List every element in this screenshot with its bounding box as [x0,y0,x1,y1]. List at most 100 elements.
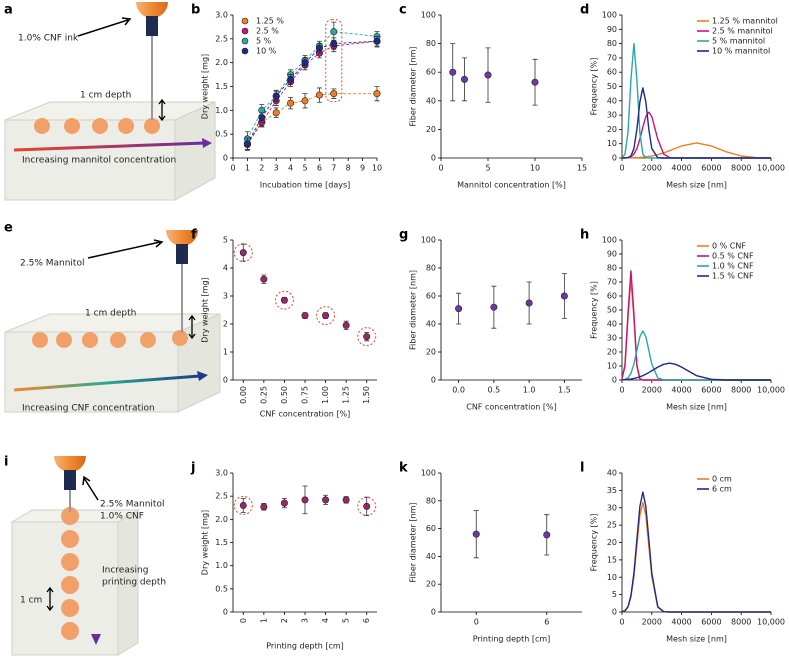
x-tick-label: 1.0 [523,386,536,395]
ink-dots [32,330,188,348]
y-tick-label: 80 [426,496,436,505]
y-tick-label: 3.0 [215,469,228,478]
y-tick-label: 2 [223,320,228,329]
x-tick-label: 0.75 [301,386,310,404]
panel-letter: l [580,461,584,476]
panel-letter: j [190,461,195,476]
ink-label: 2.5% Mannitol [100,500,164,510]
legend-label: 10 % [256,47,277,56]
y-tick-label: 3.0 [215,11,228,20]
y-tick-label: 1.5 [215,538,228,547]
data-point [531,78,539,86]
legend-label: 5 % [256,37,272,46]
data-point [363,502,371,510]
data-point [490,303,498,311]
x-tick-label: 1.5 [558,386,571,395]
gel-front [4,119,176,201]
panel-letter: b [191,3,200,18]
legend-label: 1.25 % [256,17,284,26]
y-tick-label: 0.5 [215,130,228,139]
y-tick-label: 10 [607,139,617,148]
x-tick-label: 3 [274,164,279,173]
y-tick-label: 20 [607,125,617,134]
y-axis-label: Fiber diameter [nm] [409,503,418,583]
curve [621,142,772,159]
x-tick-label: 0 [230,164,235,173]
panel-letter: k [399,461,408,476]
x-tick-label: 10 [372,164,382,173]
y-tick-label: 20 [607,348,617,357]
y-tick-label: 5 [223,236,228,245]
x-tick-label: 0.50 [280,386,289,404]
panel-letter: a [4,3,13,18]
x-tick-label: 6000 [701,164,721,173]
x-tick-label: 10,000 [757,164,785,173]
y-tick-label: 80 [607,39,617,48]
syringe-body [176,244,188,264]
data-point [301,312,309,320]
legend-swatch [241,47,249,55]
syringe-body [64,470,76,490]
y-tick-label: 40 [426,552,436,561]
gradient-arrow [13,374,201,392]
data-point [287,75,295,83]
panel-letter: f [191,228,197,243]
y-tick-label: 3 [223,292,228,301]
highlight [357,327,377,347]
x-axis-label: Mannitol concentration [%] [457,181,566,190]
x-tick-label: 4 [321,618,330,623]
curve [621,491,771,613]
panel-letter: i [4,455,8,470]
data-point [322,312,330,320]
curve [621,278,771,381]
x-tick-label: 8000 [731,164,751,173]
y-tick-label: 4 [223,264,228,273]
highlight [274,290,294,310]
y-tick-label: 100 [421,236,436,245]
arrow-head [202,138,212,148]
y-tick-label: 20 [607,538,617,547]
highlight [316,306,336,326]
gradient-label: Increasing mannitol concentration [22,156,176,166]
y-tick-label: 1.5 [215,82,228,91]
y-tick-label: 20 [426,580,436,589]
data-point [330,28,338,36]
y-tick-label: 60 [607,292,617,301]
y-tick-label: 2.0 [215,58,228,67]
y-tick-label: 0 [612,154,617,163]
y-tick-label: 0 [431,154,436,163]
pointer-arrow [87,239,164,259]
x-tick-label: 5 [302,164,307,173]
ink-label: 1.0% CNF [100,512,144,522]
y-tick-label: 0 [612,376,617,385]
y-tick-label: 2.5 [215,492,228,501]
y-tick-label: 30 [607,334,617,343]
data-point [543,531,551,539]
gradient-arrow [13,141,206,152]
x-tick-label: 10,000 [757,386,785,395]
curve [621,111,771,159]
y-tick-label: 100 [421,469,436,478]
x-axis-label: Printing depth [cm] [266,642,344,651]
data-point [239,249,247,257]
syringe-body [146,16,158,36]
gradient-label: printing depth [102,578,166,588]
data-point [342,496,350,504]
y-tick-label: 80 [426,39,436,48]
legend-label: 0 % CNF [712,242,746,251]
data-point [315,91,323,99]
legend-label: 2.5 % mannitol [712,27,773,36]
data-point [460,75,468,83]
y-tick-label: 40 [607,469,617,478]
x-tick-label: 5 [485,164,490,173]
legend-label: 5 % mannitol [712,37,765,46]
x-tick-label: 4000 [671,164,691,173]
ink-dots [34,118,160,134]
y-tick-label: 20 [426,125,436,134]
x-axis-label: CNF concentration [%] [466,403,557,412]
y-tick-label: 15 [607,555,617,564]
data-point [280,296,288,304]
x-tick-label: 1 [245,164,250,173]
pointer-arrow [82,475,99,501]
